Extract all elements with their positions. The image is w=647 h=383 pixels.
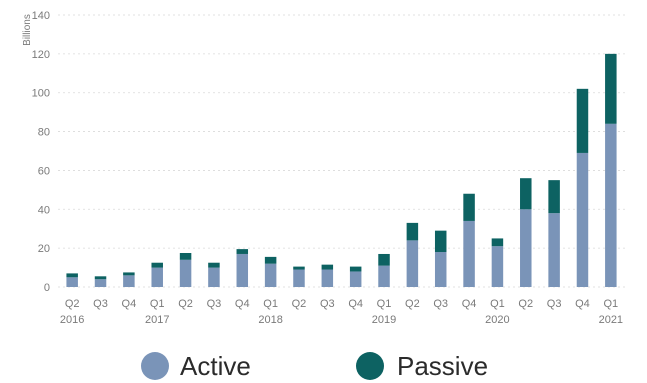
x-tick-label: Q3 [93,298,108,310]
x-tick-year-label: 2016 [60,314,84,326]
x-tick-label: Q2 [178,298,193,310]
bar-passive [208,262,220,268]
bar-passive [434,230,447,253]
legend-swatch-passive [356,352,384,380]
x-tick-label: Q1 [150,298,165,310]
y-axis-title: Billions [22,14,33,46]
x-tick-year-label: 2018 [258,314,282,326]
legend-swatch-active [141,352,169,380]
bar-passive [179,253,192,260]
bar-active [264,263,277,287]
x-tick-label: Q4 [575,298,590,310]
x-tick-year-label: 2017 [145,314,169,326]
y-tick-label: 20 [38,243,50,255]
y-tick-label: 0 [44,282,50,294]
x-tick-label: Q3 [320,298,335,310]
x-tick-label: Q3 [433,298,448,310]
bar-active [349,271,362,287]
bar-active [66,277,78,287]
bar-active [434,252,447,287]
bar-passive [406,222,419,241]
bar-active [406,240,419,287]
bar-active [548,213,560,287]
bar-active [151,267,163,287]
bar-active [236,253,249,287]
x-tick-label: Q2 [292,298,307,310]
bar-active [491,246,504,287]
x-tick-year-label: 2021 [599,314,623,326]
y-tick-label: 40 [38,204,50,216]
bar-passive [66,273,78,278]
bar-active [208,267,220,287]
x-tick-label: Q3 [207,298,222,310]
x-tick-label: Q2 [65,298,80,310]
bar-passive [548,180,560,214]
bar-active [605,123,617,287]
bar-active [463,220,475,287]
bar-active [321,269,334,287]
y-tick-label: 60 [38,165,50,177]
bar-passive [605,53,617,124]
bar-passive [151,262,163,268]
bar-active [94,279,107,287]
x-tick-label: Q1 [603,298,618,310]
x-tick-label: Q4 [462,298,477,310]
bar-passive [264,256,277,264]
y-tick-label: 80 [38,127,50,139]
bar-active [576,152,589,287]
bar-active [378,265,390,287]
bar-passive [123,272,135,276]
bar-active [520,209,532,287]
y-tick-label: 140 [32,10,50,22]
x-tick-year-label: 2020 [485,314,509,326]
y-tick-label: 120 [32,49,50,61]
x-tick-label: Q4 [348,298,363,310]
bar-passive [94,276,107,280]
bar-passive [520,178,532,210]
bar-active [179,259,192,287]
x-tick-label: Q1 [377,298,392,310]
bar-active [123,275,135,287]
bars [66,53,617,287]
bar-passive [293,266,305,270]
x-tick-label: Q4 [122,298,137,310]
bar-passive [236,249,249,254]
x-tick-label: Q2 [405,298,420,310]
bar-passive [349,266,362,272]
bar-passive [378,253,390,266]
legend-label-active: Active [180,351,251,381]
bar-passive [463,193,475,221]
x-tick-year-label: 2019 [372,314,396,326]
x-tick-label: Q1 [490,298,505,310]
bar-passive [321,264,334,270]
bar-passive [491,238,504,247]
legend-label-passive: Passive [397,351,488,381]
gridlines [58,14,625,288]
x-tick-label: Q4 [235,298,250,310]
bar-passive [576,88,589,153]
y-tick-label: 100 [32,88,50,100]
bar-active [293,269,305,287]
x-tick-label: Q3 [547,298,562,310]
x-tick-label: Q2 [518,298,533,310]
x-tick-label: Q1 [263,298,278,310]
legend: Active Passive [141,351,488,381]
